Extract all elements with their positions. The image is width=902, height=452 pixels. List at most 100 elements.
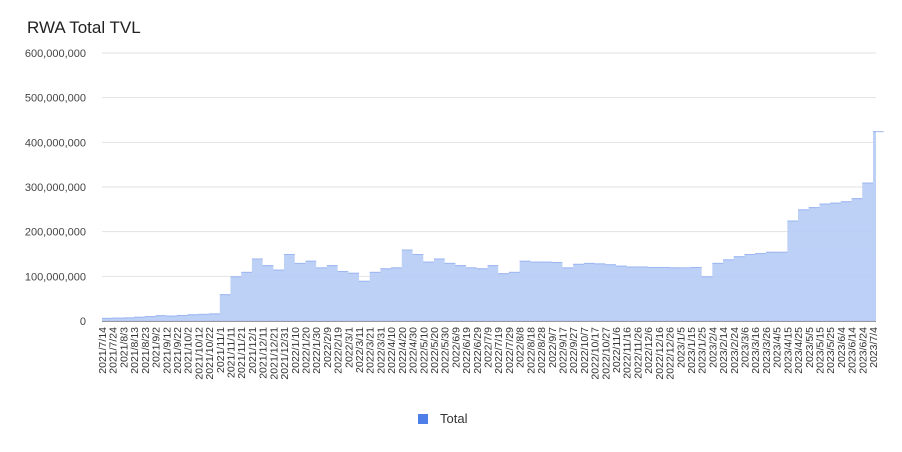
- x-tick-label: 2022/1/10: [290, 327, 302, 374]
- x-tick-label: 2022/6/29: [472, 327, 484, 374]
- data-point: [605, 264, 616, 266]
- x-tick-label: 2023/1/5: [675, 327, 687, 368]
- x-tick-label: 2022/8/28: [536, 327, 548, 374]
- data-point: [294, 262, 306, 264]
- x-tick-label: 2022/2/19: [333, 327, 345, 374]
- data-point: [380, 268, 392, 270]
- x-tick-label: 2022/11/26: [632, 327, 644, 379]
- x-tick-label: 2022/10/17: [590, 327, 602, 380]
- data-point: [155, 315, 167, 317]
- x-tick-label: 2021/8/3: [118, 327, 130, 368]
- data-point: [305, 260, 317, 262]
- data-point: [273, 269, 285, 271]
- data-point: [123, 317, 135, 319]
- data-point: [530, 261, 542, 263]
- x-tick-label: 2021/11/1: [215, 327, 227, 373]
- x-tick-label: 2023/5/25: [825, 327, 837, 374]
- x-tick-label: 2022/10/27: [600, 327, 612, 380]
- x-tick-label: 2022/4/20: [397, 327, 409, 374]
- x-tick-label: 2022/7/9: [483, 327, 495, 368]
- x-tick-label: 2023/6/14: [847, 327, 859, 374]
- x-tick-label: 2021/10/2: [183, 327, 195, 374]
- x-tick-label: 2021/7/24: [108, 327, 120, 374]
- data-point: [690, 266, 702, 268]
- x-tick-label: 2021/9/2: [151, 327, 163, 368]
- data-point: [755, 253, 766, 255]
- data-point: [712, 262, 724, 264]
- data-point: [230, 276, 242, 278]
- data-point: [573, 263, 584, 265]
- x-tick-label: 2021/12/1: [247, 327, 259, 374]
- x-tick-label: 2021/9/22: [172, 327, 184, 374]
- data-point: [819, 203, 831, 205]
- data-point: [112, 317, 124, 319]
- x-tick-label: 2021/10/22: [204, 327, 216, 380]
- x-tick-label: 2022/3/21: [365, 327, 377, 374]
- x-tick-label: 2021/11/11: [226, 327, 238, 378]
- data-point: [798, 209, 809, 211]
- series-area-total: [102, 84, 876, 322]
- data-point: [616, 265, 627, 267]
- data-point: [487, 265, 499, 267]
- x-tick-label: 2023/3/6: [740, 327, 752, 368]
- x-tick-label: 2023/4/25: [793, 327, 805, 374]
- data-point: [765, 251, 777, 253]
- data-point: [808, 207, 820, 209]
- data-point: [476, 268, 488, 270]
- data-point: [316, 267, 327, 269]
- data-point: [444, 262, 456, 264]
- data-point: [701, 276, 713, 278]
- x-tick-label: 2023/6/4: [836, 327, 848, 368]
- data-point: [219, 294, 231, 296]
- x-tick-label: 2022/12/6: [643, 327, 655, 374]
- x-tick-label: 2021/7/14: [97, 327, 109, 374]
- x-tick-label: 2022/11/16: [622, 327, 634, 379]
- x-tick-label: 2023/3/26: [761, 327, 773, 374]
- x-tick-label: 2023/2/4: [707, 327, 719, 368]
- x-tick-label: 2023/7/4: [868, 327, 880, 368]
- legend-swatch-total: [418, 413, 428, 424]
- y-tick-label: 0: [80, 316, 86, 328]
- data-point: [455, 265, 467, 267]
- data-point: [144, 316, 156, 318]
- data-point: [134, 316, 145, 318]
- x-tick-label: 2021/10/12: [193, 327, 205, 380]
- y-tick-label: 200,000,000: [25, 227, 86, 239]
- data-point: [733, 256, 745, 258]
- data-point: [519, 260, 531, 262]
- data-point: [862, 182, 873, 184]
- y-tick-label: 400,000,000: [25, 137, 86, 149]
- data-point: [198, 313, 210, 315]
- data-point: [723, 259, 734, 261]
- data-point: [658, 266, 670, 268]
- x-tick-label: 2023/1/15: [686, 327, 698, 374]
- data-point: [348, 272, 359, 274]
- data-point: [326, 265, 338, 267]
- x-tick-label: 2022/12/16: [654, 327, 666, 380]
- data-point: [583, 262, 595, 264]
- data-point: [401, 249, 413, 251]
- x-tick-label: 2022/4/30: [408, 327, 420, 374]
- x-tick-label: 2023/5/15: [814, 327, 826, 374]
- data-point: [744, 254, 756, 255]
- x-tick-label: 2022/4/10: [386, 327, 398, 374]
- x-tick-label: 2022/8/18: [525, 327, 537, 374]
- data-point: [680, 267, 691, 269]
- data-point: [508, 271, 520, 273]
- data-point: [337, 270, 349, 272]
- data-point: [423, 261, 434, 263]
- x-tick-label: 2022/5/30: [440, 327, 452, 374]
- x-tick-label: 2021/8/13: [129, 327, 141, 374]
- data-point: [637, 266, 649, 268]
- x-tick-label: 2021/12/11: [258, 327, 270, 379]
- data-point: [391, 267, 402, 269]
- data-point: [648, 266, 659, 268]
- y-tick-label: 100,000,000: [25, 271, 86, 283]
- x-tick-label: 2023/3/16: [750, 327, 762, 374]
- data-point: [369, 271, 381, 273]
- x-tick-label: 2022/5/10: [418, 327, 430, 374]
- data-point: [187, 314, 199, 316]
- data-point: [840, 201, 852, 203]
